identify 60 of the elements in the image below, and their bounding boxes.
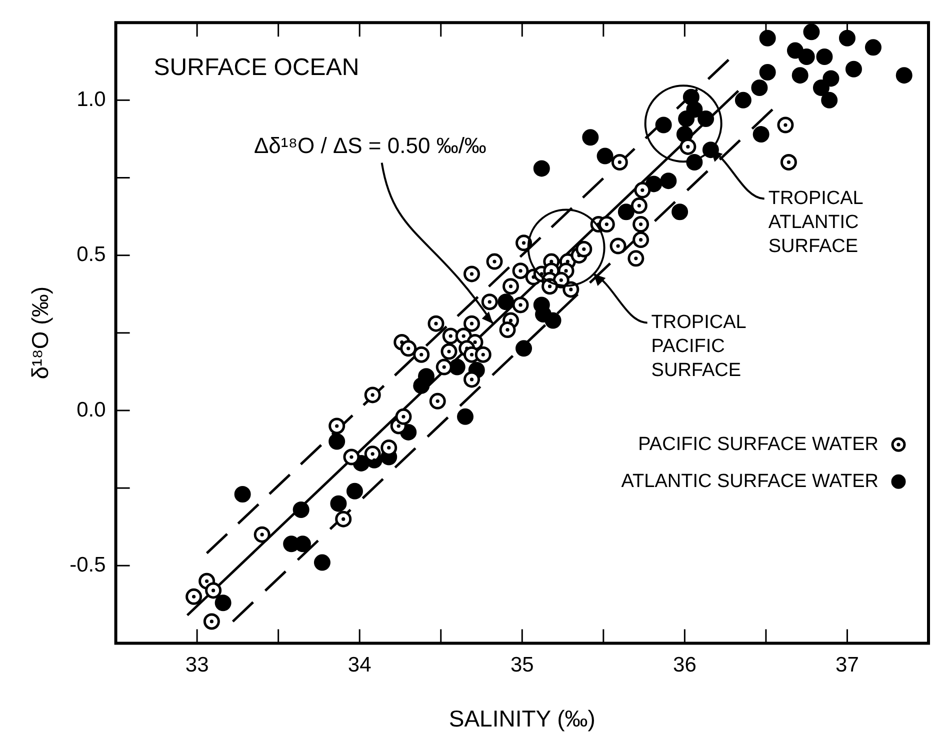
point [845, 60, 862, 78]
point [759, 30, 776, 46]
y-tick-label: 1.0 [76, 88, 106, 111]
x-tick-label: 37 [836, 654, 859, 677]
x-tick-label: 35 [510, 654, 534, 677]
point [498, 294, 514, 310]
point [413, 377, 430, 394]
legend-label: PACIFIC SURFACE WATER [638, 434, 878, 455]
point [328, 433, 346, 450]
point [655, 116, 672, 134]
point [672, 204, 688, 220]
point [792, 67, 808, 84]
point [786, 42, 804, 59]
point [618, 204, 634, 220]
legend-label: ATLANTIC SURFACE WATER [621, 470, 878, 492]
annotation: TROPICAL PACIFIC SURFACE [651, 312, 746, 381]
y-axis-title: δ¹⁸O (‰) [27, 286, 54, 380]
y-tick-label: -0.5 [70, 553, 106, 576]
point [314, 554, 330, 571]
point [678, 110, 695, 128]
point [533, 160, 550, 177]
point [582, 129, 599, 146]
x-tick-label: 33 [185, 654, 209, 677]
x-tick-label: 34 [348, 654, 372, 677]
point [676, 126, 693, 143]
text: SURFACE OCEAN [154, 54, 360, 82]
point [752, 126, 770, 143]
point [798, 48, 815, 65]
point [234, 486, 251, 503]
point [864, 39, 882, 56]
point [822, 70, 840, 87]
point [214, 594, 232, 612]
point [660, 172, 677, 190]
x-tick-label: 36 [673, 654, 696, 677]
point [346, 482, 363, 500]
point [544, 312, 562, 329]
point [698, 110, 714, 128]
point [682, 88, 700, 106]
point [812, 80, 830, 96]
point [516, 340, 532, 357]
point [838, 30, 856, 46]
point [759, 64, 776, 80]
point [734, 92, 752, 108]
point [448, 358, 466, 376]
y-tick-label: 0.5 [76, 243, 106, 266]
y-tick-label: 0.0 [76, 398, 106, 422]
point [821, 92, 838, 108]
point [686, 154, 703, 170]
point [803, 24, 820, 40]
point [330, 495, 347, 512]
point [457, 408, 474, 425]
annotation: Δδ¹⁸O / ΔS = 0.50 ‰/‰ [254, 132, 486, 158]
point [751, 80, 768, 96]
point [816, 48, 833, 65]
x-axis-title: SALINITY (‰) [448, 706, 596, 732]
point [596, 148, 614, 164]
point [646, 176, 662, 192]
annotation: TROPICAL ATLANTIC SURFACE [768, 188, 864, 257]
point [292, 502, 310, 518]
point [896, 67, 912, 84]
